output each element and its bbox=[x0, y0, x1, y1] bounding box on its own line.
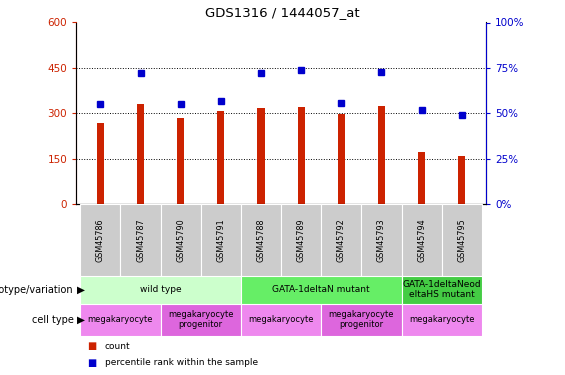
Bar bbox=[281, 204, 321, 276]
Text: GSM45787: GSM45787 bbox=[136, 218, 145, 262]
Text: megakaryocyte: megakaryocyte bbox=[249, 315, 314, 324]
Text: GSM45794: GSM45794 bbox=[417, 218, 426, 262]
Bar bbox=[458, 156, 466, 204]
Text: megakaryocyte: megakaryocyte bbox=[409, 315, 475, 324]
Text: ▶: ▶ bbox=[77, 315, 85, 325]
Text: GDS1316 / 1444057_at: GDS1316 / 1444057_at bbox=[205, 6, 360, 19]
Text: GSM45792: GSM45792 bbox=[337, 218, 346, 262]
Text: cell type: cell type bbox=[32, 315, 73, 325]
Bar bbox=[442, 204, 482, 276]
Text: GATA-1deltaN mutant: GATA-1deltaN mutant bbox=[272, 285, 370, 294]
Text: GSM45795: GSM45795 bbox=[457, 218, 466, 262]
Text: genotype/variation: genotype/variation bbox=[0, 285, 73, 295]
Bar bbox=[80, 304, 160, 336]
Text: GSM45791: GSM45791 bbox=[216, 218, 225, 262]
Bar bbox=[298, 107, 305, 204]
Bar bbox=[241, 304, 321, 336]
Text: ▶: ▶ bbox=[77, 285, 85, 295]
Text: GSM45790: GSM45790 bbox=[176, 218, 185, 262]
Text: megakaryocyte: megakaryocyte bbox=[88, 315, 153, 324]
Text: megakaryocyte
progenitor: megakaryocyte progenitor bbox=[329, 310, 394, 329]
Bar bbox=[402, 304, 482, 336]
Bar bbox=[177, 118, 184, 204]
Text: GSM45786: GSM45786 bbox=[96, 218, 105, 262]
Bar bbox=[160, 204, 201, 276]
Text: GSM45788: GSM45788 bbox=[257, 218, 266, 262]
Bar bbox=[201, 204, 241, 276]
Text: GATA-1deltaNeod
eltaHS mutant: GATA-1deltaNeod eltaHS mutant bbox=[402, 280, 481, 299]
Text: percentile rank within the sample: percentile rank within the sample bbox=[105, 358, 258, 367]
Bar bbox=[80, 204, 120, 276]
Text: wild type: wild type bbox=[140, 285, 181, 294]
Bar bbox=[241, 204, 281, 276]
Bar bbox=[160, 304, 241, 336]
Bar bbox=[402, 204, 442, 276]
Bar bbox=[321, 304, 402, 336]
Text: GSM45789: GSM45789 bbox=[297, 218, 306, 262]
Text: ■: ■ bbox=[88, 341, 97, 351]
Bar bbox=[338, 114, 345, 204]
Bar bbox=[418, 152, 425, 204]
Bar bbox=[362, 204, 402, 276]
Text: GSM45793: GSM45793 bbox=[377, 218, 386, 262]
Bar bbox=[258, 108, 264, 204]
Bar bbox=[241, 276, 402, 304]
Text: ■: ■ bbox=[88, 358, 97, 368]
Text: megakaryocyte
progenitor: megakaryocyte progenitor bbox=[168, 310, 233, 329]
Bar bbox=[217, 111, 224, 204]
Bar bbox=[97, 123, 104, 204]
Text: count: count bbox=[105, 342, 130, 351]
Bar bbox=[321, 204, 362, 276]
Bar bbox=[137, 104, 144, 204]
Bar bbox=[378, 106, 385, 204]
Bar bbox=[402, 276, 482, 304]
Bar bbox=[80, 276, 241, 304]
Bar bbox=[120, 204, 160, 276]
